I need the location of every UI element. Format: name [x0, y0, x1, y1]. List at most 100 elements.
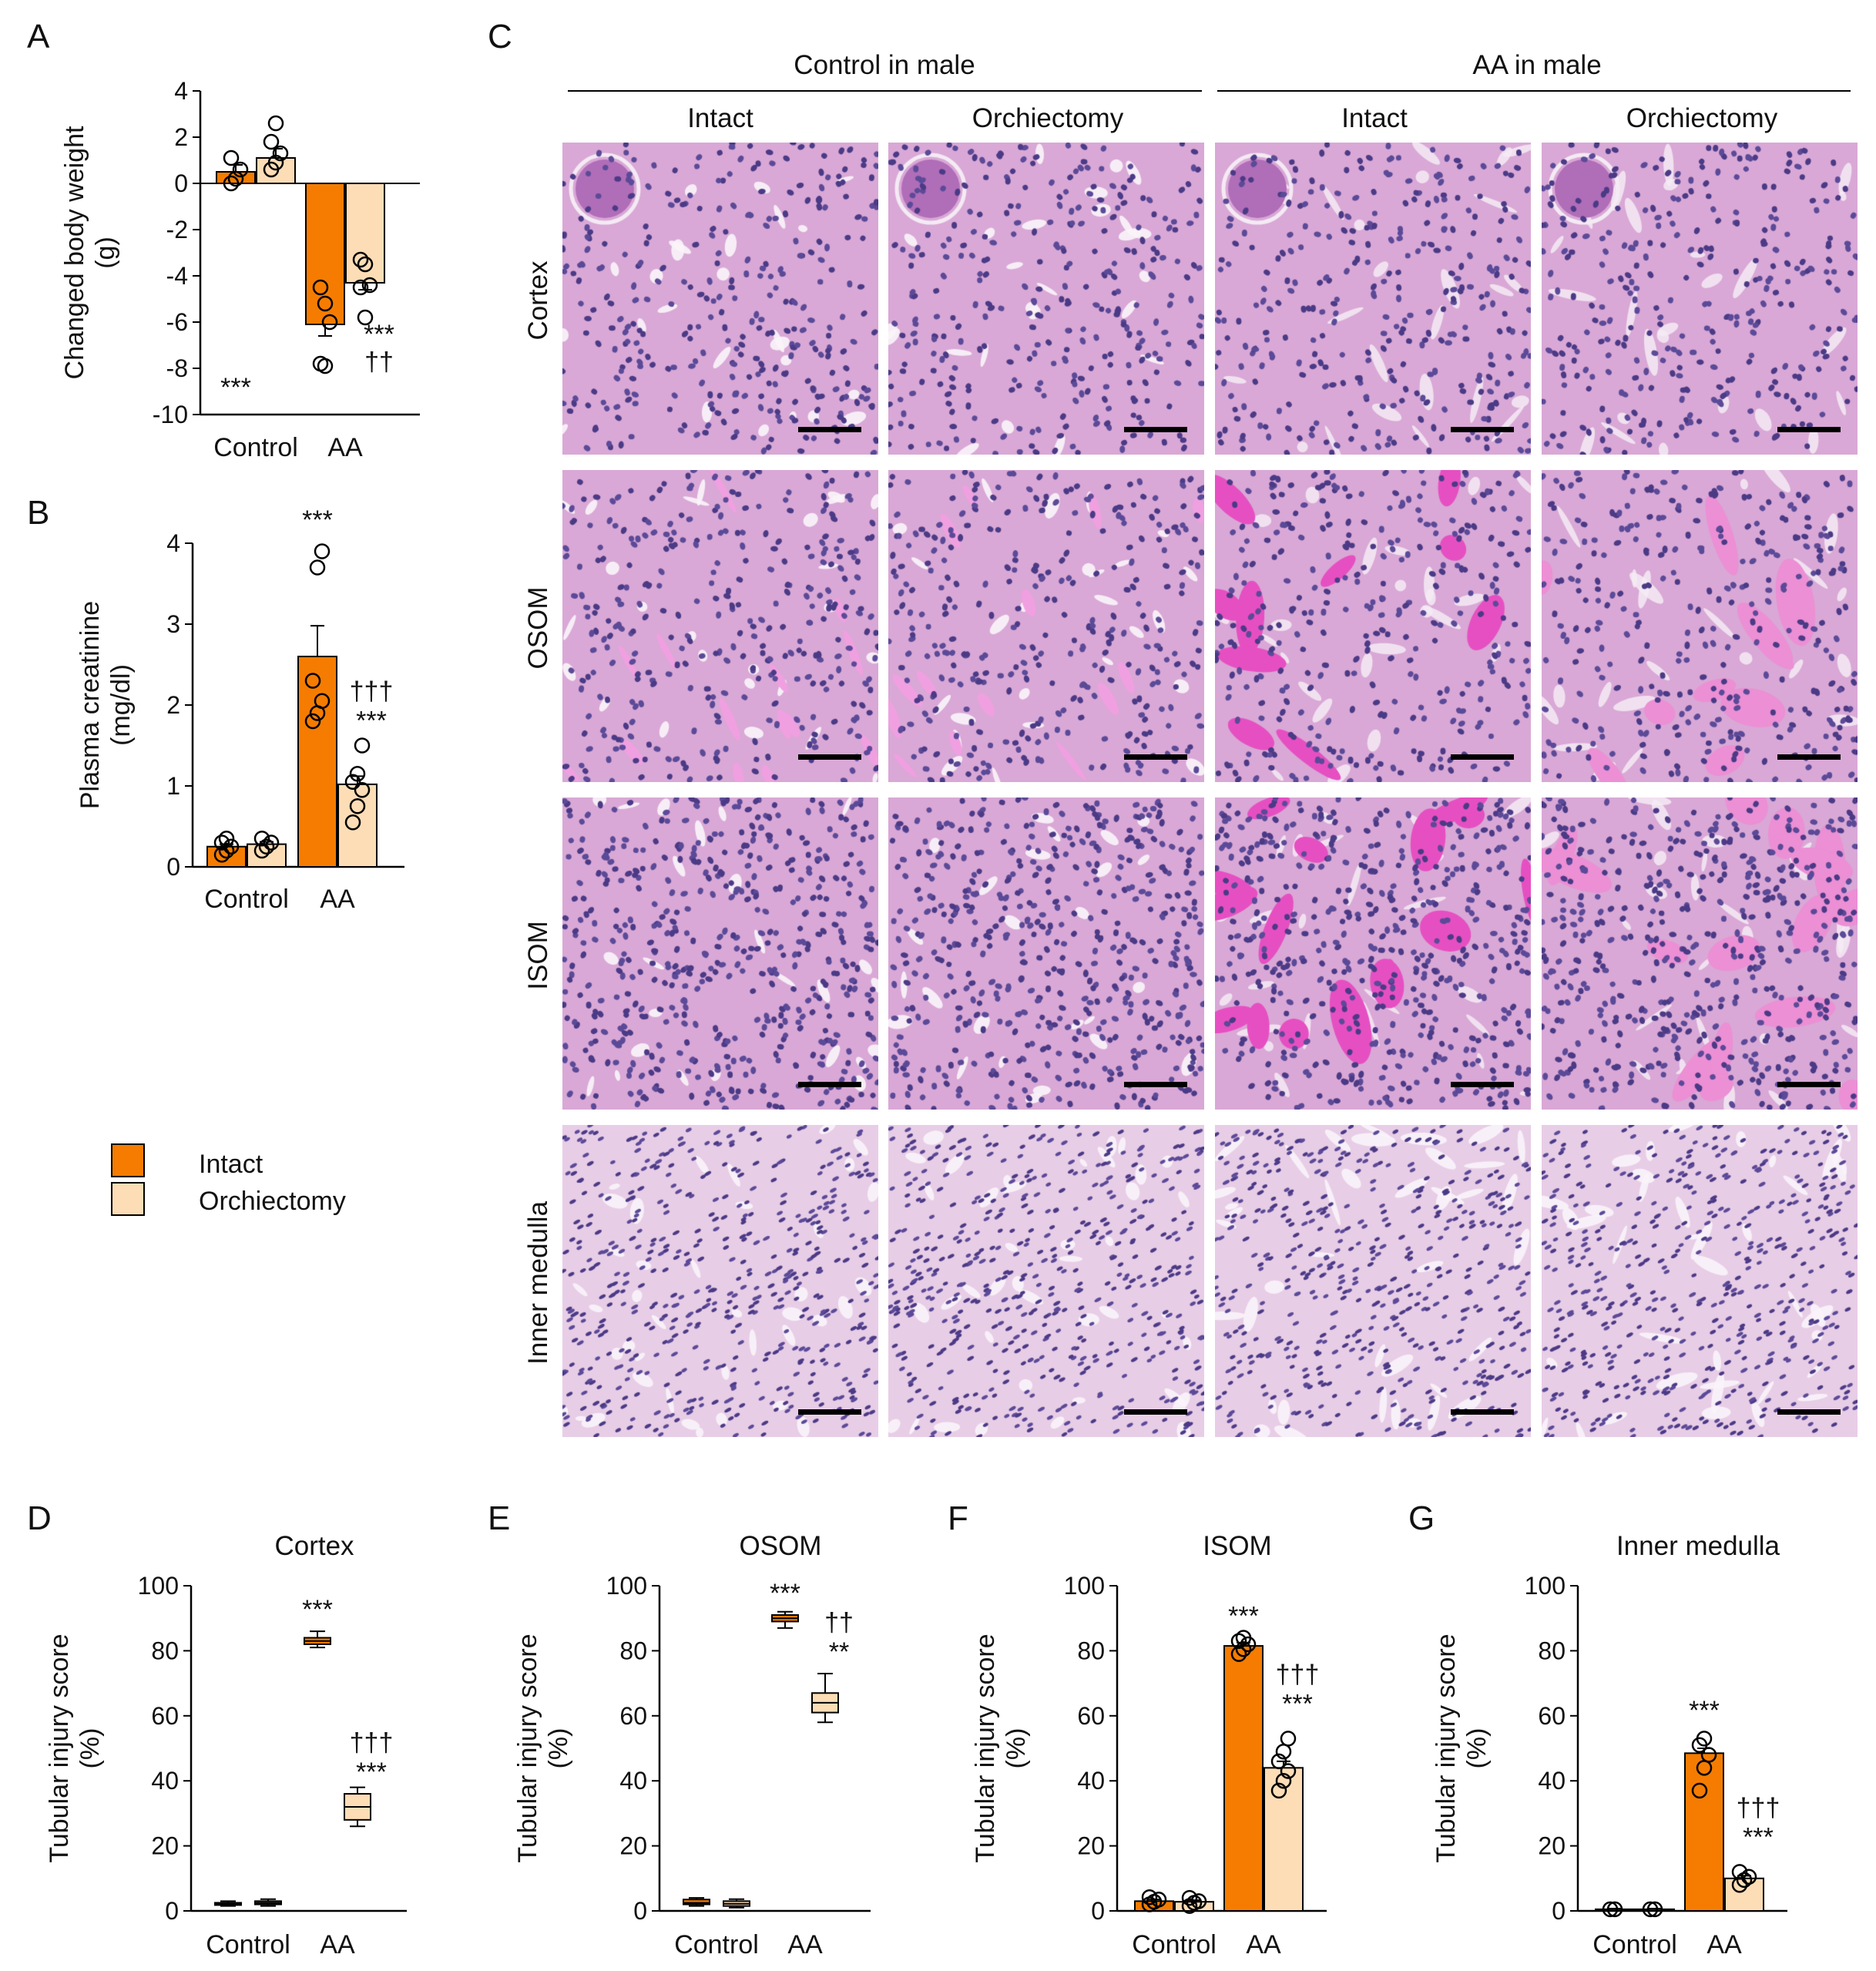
data-point [1602, 1901, 1619, 1918]
y-tick-label: -2 [166, 216, 188, 243]
y-tick-label: -10 [153, 401, 188, 428]
data-point [352, 251, 369, 268]
histology-image [562, 470, 878, 782]
y-axis-unit: (mg/dl) [106, 664, 136, 746]
row-label-cortex: Cortex [523, 260, 553, 341]
y-axis-unit: (%) [544, 1728, 573, 1769]
data-point [321, 314, 338, 331]
significance-mark: ††† [1737, 1794, 1780, 1823]
chart-a: 4 2 0 -2 -4 -6 -8 -10 Control AA Changed body weig… [60, 77, 420, 462]
category-label: AA [320, 885, 355, 914]
data-point [267, 115, 284, 132]
data-point [349, 798, 366, 814]
histology-image [1215, 797, 1531, 1110]
histology-texture [1542, 1125, 1858, 1437]
bar [305, 183, 345, 325]
category-label: AA [787, 1930, 823, 1959]
scale-bar [1451, 427, 1514, 432]
data-point [258, 838, 275, 855]
group-header-control: Control in male [794, 50, 975, 80]
data-point [309, 559, 326, 576]
bar [1595, 1908, 1635, 1912]
histology-image [888, 1125, 1204, 1437]
panel-letter-d: D [27, 1499, 52, 1537]
histology-texture [562, 797, 878, 1110]
histology-texture [1215, 143, 1531, 455]
data-point [349, 766, 366, 782]
data-point [1642, 1901, 1659, 1918]
y-tick-label: 100 [1064, 1572, 1105, 1600]
histology-image [888, 797, 1204, 1110]
y-axis-unit: (g) [91, 237, 120, 269]
y-tick-label: 0 [174, 170, 188, 197]
scale-bar [798, 754, 861, 760]
bar [1684, 1752, 1724, 1912]
data-point [1280, 1731, 1297, 1747]
chart-title: Cortex [274, 1531, 354, 1561]
data-point [1700, 1747, 1717, 1763]
histology-texture [1542, 143, 1858, 455]
y-tick-label: 60 [1077, 1702, 1105, 1730]
data-point [213, 847, 230, 863]
y-axis-label: Tubular injury score [971, 1634, 1000, 1862]
y-tick-label: 40 [1538, 1767, 1566, 1795]
data-point [232, 161, 249, 178]
histology-image [562, 797, 878, 1110]
y-axis-unit: (%) [76, 1728, 105, 1769]
histology-texture [1542, 797, 1858, 1110]
data-point [218, 842, 235, 859]
y-tick-label: 100 [138, 1572, 179, 1600]
data-point [317, 295, 334, 312]
scale-bar [1451, 1082, 1514, 1087]
histology-image [1215, 143, 1531, 455]
scale-bar [1777, 754, 1841, 760]
data-point [312, 279, 329, 296]
y-tick-label: 0 [166, 853, 180, 881]
category-label: Control [213, 433, 298, 462]
data-point [218, 831, 235, 847]
y-tick-label: 100 [606, 1572, 647, 1600]
data-point [272, 145, 289, 162]
histology-texture [1215, 470, 1531, 782]
data-point [223, 175, 240, 192]
significance-mark: *** [1689, 1696, 1720, 1725]
y-tick-label: 40 [1077, 1767, 1105, 1795]
data-point [361, 277, 378, 294]
significance-mark: *** [356, 707, 387, 736]
scale-bar [1451, 754, 1514, 760]
scale-bar [1124, 1409, 1187, 1415]
significance-mark: *** [1282, 1690, 1313, 1719]
histology-texture [562, 470, 878, 782]
chart-title: OSOM [740, 1531, 822, 1561]
significance-mark: ††† [1276, 1660, 1320, 1690]
data-point [223, 149, 240, 166]
panel-letter-a: A [27, 18, 50, 55]
y-tick-label: 0 [165, 1897, 179, 1925]
scale-bar [1451, 1409, 1514, 1415]
data-point [357, 309, 374, 326]
data-point [317, 358, 334, 374]
bar [1724, 1877, 1764, 1912]
significance-mark: ††† [350, 1728, 394, 1758]
bar [297, 656, 337, 868]
data-point [263, 834, 280, 851]
y-tick-label: 0 [633, 1897, 647, 1925]
bar [1264, 1767, 1304, 1912]
y-tick-label: 4 [166, 529, 180, 557]
bar [345, 183, 385, 284]
histology-texture [888, 470, 1204, 782]
significance-mark: ††† [350, 677, 394, 707]
y-tick-label: 2 [166, 691, 180, 719]
scale-bar [1777, 1082, 1841, 1087]
data-point [357, 256, 374, 273]
data-point [1691, 1782, 1708, 1799]
y-tick-label: 3 [166, 610, 180, 638]
y-tick-label: -6 [166, 308, 188, 336]
category-label: AA [327, 433, 363, 462]
category-label: AA [1246, 1930, 1281, 1959]
histology-texture [888, 797, 1204, 1110]
data-point [304, 713, 321, 730]
data-point [263, 133, 280, 150]
y-axis-label: Tubular injury score [45, 1634, 74, 1862]
